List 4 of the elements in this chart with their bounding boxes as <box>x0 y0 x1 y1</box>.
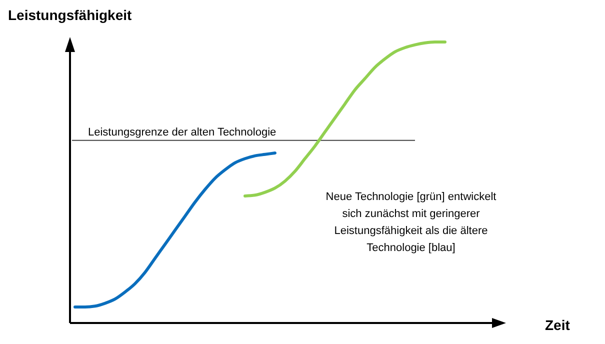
ref-line-label: Leistungsgrenze der alten Technologie <box>88 126 276 138</box>
annotation: Neue Technologie [grün] entwickelt sich zunächst mit geringerer Leistungsfähigkeit als die ältere Technologie [blau] <box>326 191 496 254</box>
x-axis-title: Zeit <box>545 317 570 333</box>
y-axis-title: Leistungsfähigkeit <box>8 7 132 23</box>
